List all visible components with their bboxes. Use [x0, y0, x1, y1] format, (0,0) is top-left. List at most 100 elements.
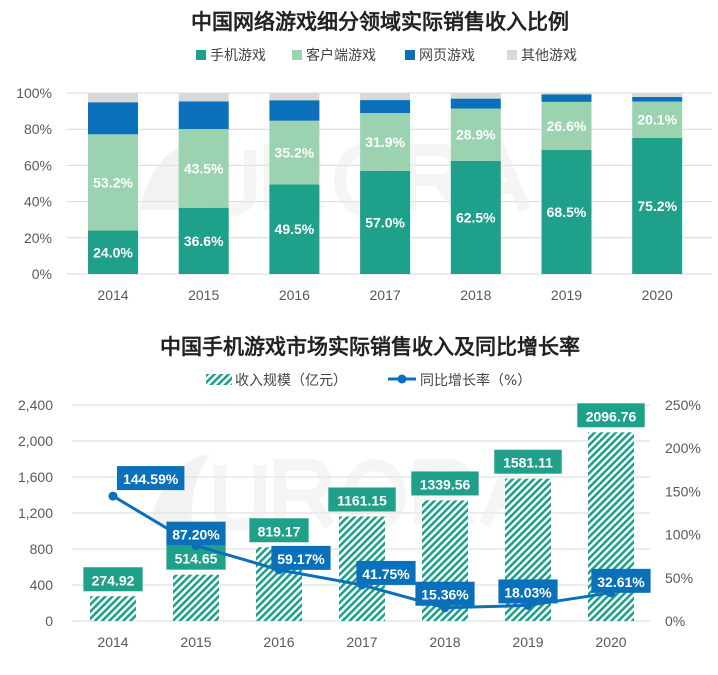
- legend-label: 手机游戏: [210, 48, 266, 64]
- data-label: 41.75%: [362, 566, 410, 582]
- bar-segment: [178, 129, 229, 208]
- legend-label: 收入规模（亿元）: [235, 373, 347, 389]
- y-tick-label: 0%: [32, 266, 52, 282]
- x-tick-label: 2014: [97, 287, 128, 303]
- data-label: 28.9%: [456, 127, 496, 143]
- y-tick-label-left: 0: [45, 613, 53, 629]
- data-label: 62.5%: [456, 209, 496, 225]
- y-tick-label-right: 200%: [665, 440, 701, 456]
- y-tick-label-left: 800: [30, 541, 54, 557]
- bar-segment: [632, 137, 683, 274]
- data-label: 24.0%: [93, 244, 133, 260]
- y-tick-label-right: 50%: [665, 570, 693, 586]
- data-label: 26.6%: [547, 118, 587, 134]
- bar-segment: [269, 184, 320, 274]
- legend-swatch: [196, 50, 206, 60]
- data-label: 57.0%: [365, 214, 405, 230]
- legend-label: 客户端游戏: [306, 47, 376, 64]
- growth-point: [108, 491, 118, 501]
- legend-marker: [397, 374, 407, 384]
- bar-segment: [632, 101, 683, 138]
- bar: [173, 574, 219, 621]
- data-label: 43.5%: [184, 160, 224, 176]
- data-label: 18.03%: [504, 584, 552, 600]
- chart-title: 中国网络游戏细分领域实际销售收入比例: [191, 10, 569, 34]
- data-label-box: [494, 449, 562, 474]
- legend-swatch: [507, 50, 517, 60]
- x-tick-label: 2016: [279, 287, 310, 303]
- chart-title: 中国手机游戏市场实际销售收入及同比增长率: [160, 335, 580, 359]
- data-label-box: [415, 581, 475, 606]
- bar-segment: [88, 93, 138, 103]
- data-label: 31.9%: [365, 134, 405, 150]
- y-tick-label-right: 100%: [665, 527, 701, 543]
- data-label: 819.17: [258, 523, 301, 539]
- bar-segment: [178, 93, 229, 102]
- y-tick-label: 40%: [24, 194, 52, 210]
- data-label-box: [83, 567, 143, 592]
- data-label: 2096.76: [586, 408, 637, 424]
- bar-segment: [88, 102, 138, 135]
- y-tick-label-left: 1,600: [18, 469, 53, 485]
- data-label-box: [328, 487, 396, 512]
- x-tick-label: 2015: [180, 634, 211, 650]
- x-tick-label: 2018: [429, 634, 460, 650]
- data-label: 20.1%: [637, 112, 677, 128]
- data-label: 87.20%: [172, 527, 220, 543]
- y-tick-label-left: 400: [30, 577, 54, 593]
- legend-swatch: [206, 374, 232, 385]
- y-tick-label-left: 2,000: [18, 433, 53, 449]
- data-label: 35.2%: [275, 145, 315, 161]
- y-tick-label-right: 250%: [665, 397, 701, 413]
- y-tick-label-left: 2,400: [18, 397, 53, 413]
- x-tick-label: 2016: [263, 634, 294, 650]
- legend-label: 网页游戏: [419, 48, 475, 64]
- x-tick-label: 2015: [188, 287, 219, 303]
- data-label: 49.5%: [275, 221, 315, 237]
- data-label: 1581.11: [503, 455, 553, 471]
- bar-segment: [541, 93, 592, 95]
- bar-segment: [88, 134, 138, 231]
- y-tick-label: 20%: [24, 230, 52, 246]
- data-label: 1161.15: [337, 492, 387, 508]
- data-label: 32.61%: [597, 574, 645, 590]
- y-tick-label-right: 0%: [665, 613, 685, 629]
- x-tick-label: 2019: [551, 287, 582, 303]
- y-tick-label-left: 1,200: [18, 505, 53, 521]
- bar-segment: [632, 93, 683, 97]
- bar-segment: [360, 93, 411, 101]
- y-tick-label-right: 150%: [665, 483, 701, 499]
- x-tick-label: 2017: [346, 634, 377, 650]
- bar-segment: [541, 94, 592, 102]
- legend-swatch: [405, 50, 415, 60]
- legend-label: 其他游戏: [521, 48, 577, 64]
- bar-segment: [360, 170, 411, 274]
- watermark-shape: [274, 459, 335, 529]
- data-label: 514.65: [175, 551, 218, 567]
- x-tick-label: 2014: [97, 634, 128, 650]
- bar-segment: [269, 100, 320, 121]
- bar-segment: [269, 120, 320, 185]
- bar-segment: [450, 108, 501, 161]
- bar-segment: [269, 93, 320, 101]
- data-label: 53.2%: [93, 174, 133, 190]
- legend-label: 同比增长率（%）: [420, 372, 531, 389]
- y-tick-label: 60%: [24, 157, 52, 173]
- data-label-box: [577, 403, 645, 428]
- bar-segment: [450, 93, 501, 99]
- data-label-box: [411, 471, 479, 496]
- data-label: 59.17%: [277, 551, 325, 567]
- watermark-shape: [214, 465, 266, 531]
- bar-segment: [632, 96, 683, 102]
- bar-segment: [541, 150, 592, 274]
- bar-segment: [541, 101, 592, 151]
- bar-segment: [360, 100, 411, 114]
- data-label: 68.5%: [547, 204, 587, 220]
- data-label-box: [249, 518, 309, 543]
- bar-segment: [450, 160, 501, 274]
- x-tick-label: 2020: [642, 287, 673, 303]
- bar-segment: [450, 98, 501, 109]
- bar-segment: [88, 230, 138, 274]
- bar-segment: [360, 113, 411, 171]
- y-tick-label: 100%: [16, 85, 52, 101]
